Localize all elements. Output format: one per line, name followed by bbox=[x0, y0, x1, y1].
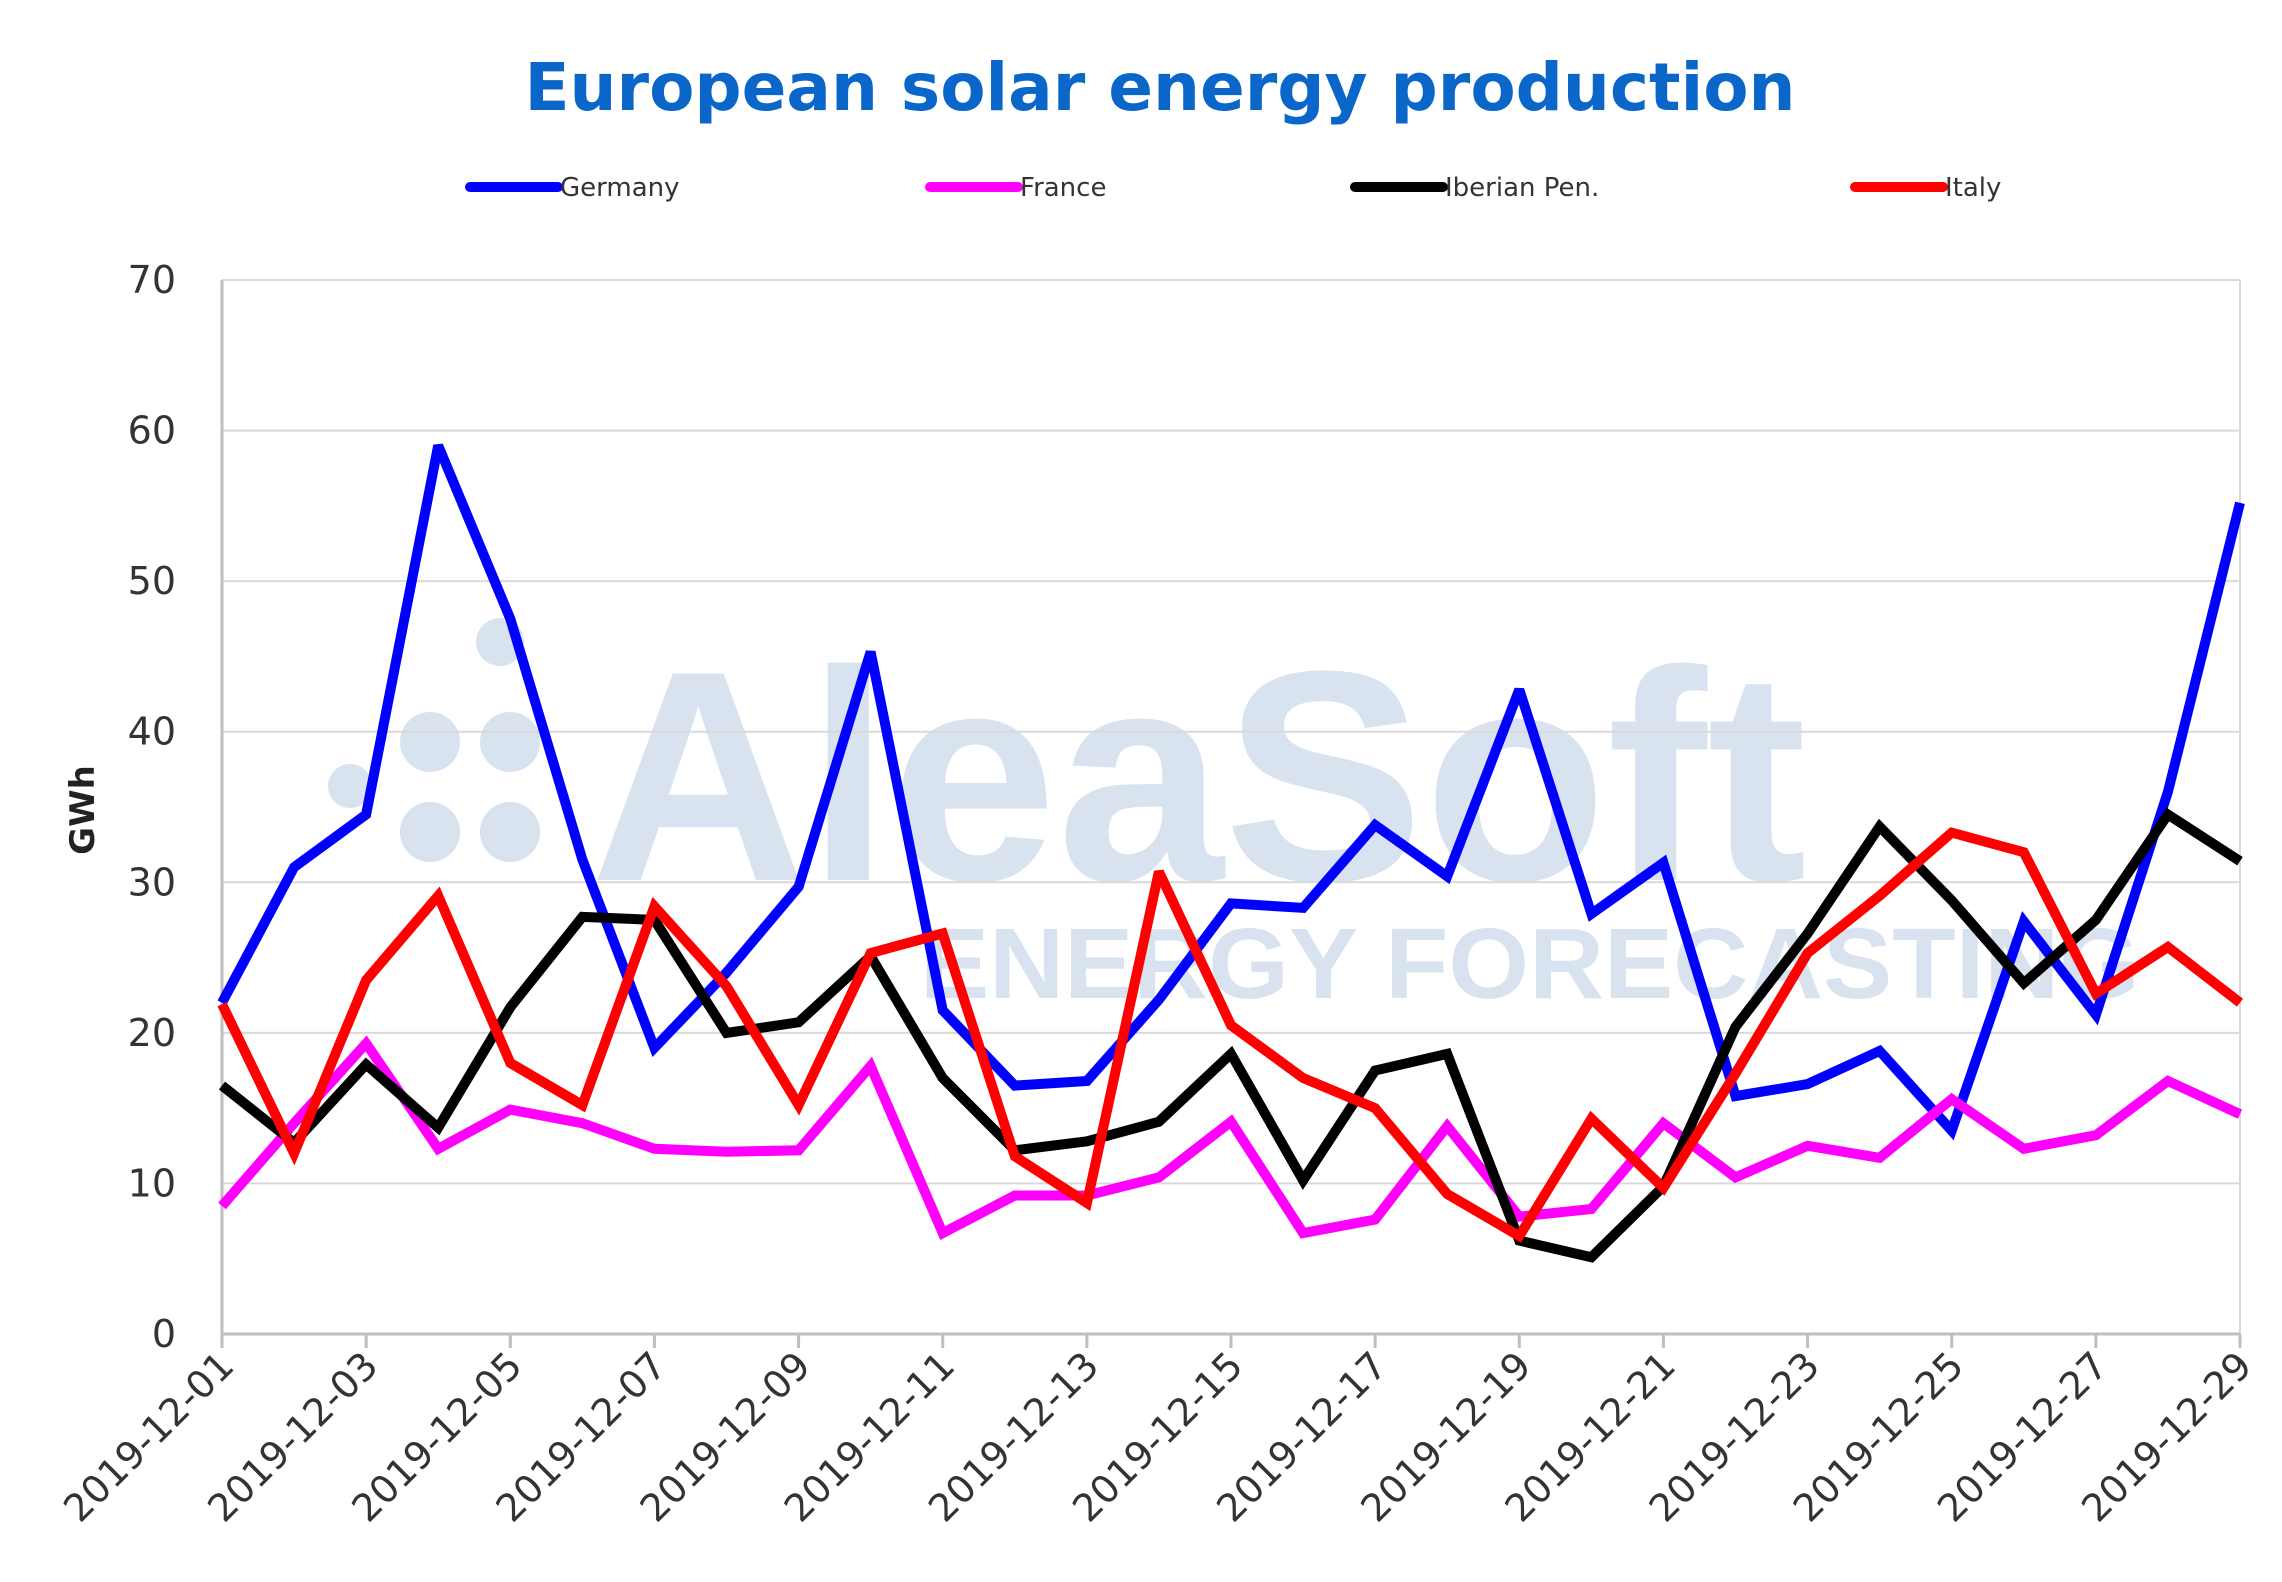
y-tick-label: 10 bbox=[128, 1161, 176, 1205]
legend-item-france: France bbox=[925, 173, 1106, 203]
series-line-italy bbox=[217, 827, 2244, 1243]
legend: Germany France Iberian Pen. Italy bbox=[465, 173, 2001, 203]
legend-label: Iberian Pen. bbox=[1445, 173, 1599, 203]
legend-item-italy: Italy bbox=[1850, 173, 2001, 203]
series-line-germany bbox=[217, 443, 2245, 1141]
legend-item-germany: Germany bbox=[465, 173, 680, 203]
legend-label: Germany bbox=[560, 173, 680, 203]
y-tick-label: 30 bbox=[128, 860, 176, 904]
watermark-logo-dots bbox=[328, 618, 540, 862]
y-tick-label: 40 bbox=[128, 710, 176, 754]
y-tick-label: 20 bbox=[128, 1011, 176, 1055]
y-axis-title: GWh bbox=[63, 765, 103, 855]
series-line-france bbox=[218, 1035, 2243, 1241]
legend-label: Italy bbox=[1945, 173, 2001, 203]
grid bbox=[222, 279, 2241, 1334]
watermark-sub-text: ENERGY FORECASTING bbox=[920, 908, 2140, 1020]
series-line-iberian-pen bbox=[218, 807, 2243, 1263]
y-tick-label: 0 bbox=[152, 1312, 176, 1356]
y-tick-label: 70 bbox=[128, 258, 176, 302]
y-tick-label: 50 bbox=[128, 559, 176, 603]
legend-item-iberian-pen: Iberian Pen. bbox=[1350, 173, 1599, 203]
y-tick-label: 60 bbox=[128, 409, 176, 453]
legend-label: France bbox=[1020, 173, 1106, 203]
series-group bbox=[217, 443, 2245, 1263]
chart-title: European solar energy production bbox=[524, 49, 1795, 126]
y-tick-labels: 0 10 20 30 40 50 60 70 bbox=[128, 258, 176, 1356]
